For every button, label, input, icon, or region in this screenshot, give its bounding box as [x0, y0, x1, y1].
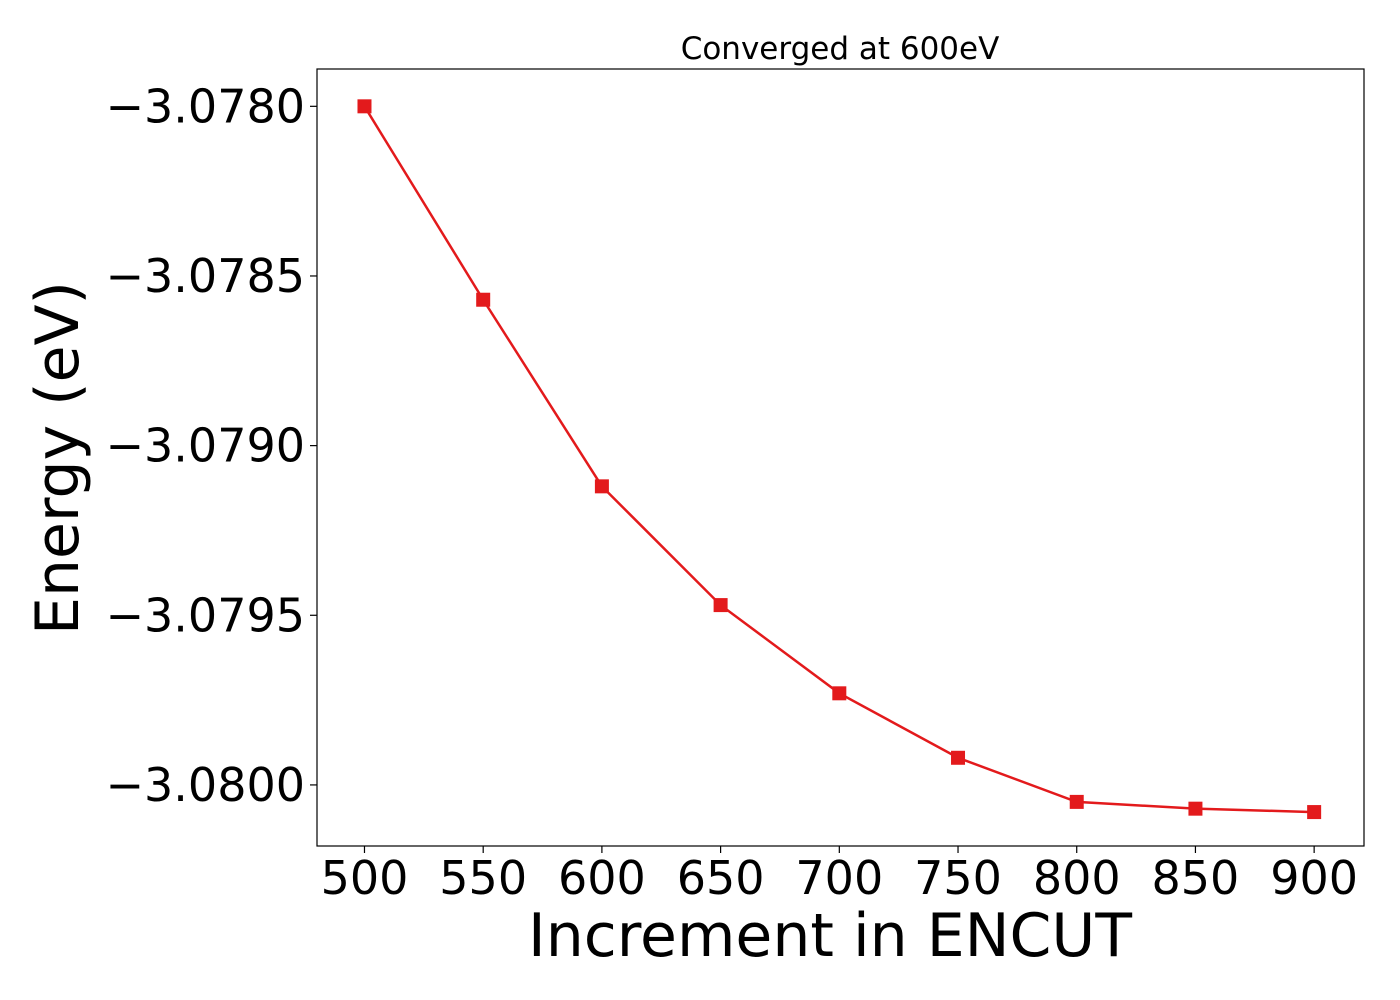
x-axis-label: Increment in ENCUT — [528, 901, 1132, 971]
x-tick-label: 550 — [439, 851, 527, 905]
x-tick-label: 500 — [321, 851, 409, 905]
data-point-marker — [713, 598, 728, 613]
data-point-marker — [1307, 805, 1322, 820]
data-point-marker — [951, 750, 966, 765]
x-tick-label: 850 — [1152, 851, 1240, 905]
data-point-marker — [1188, 801, 1203, 816]
data-point-marker — [357, 99, 372, 114]
data-point-marker — [476, 292, 491, 307]
y-tick-label: −3.0795 — [106, 588, 306, 642]
x-tick-label: 650 — [677, 851, 765, 905]
series-group — [357, 99, 1322, 820]
y-tick-label: −3.0785 — [106, 249, 306, 303]
x-tick-label: 900 — [1270, 851, 1358, 905]
y-axis-label: Energy (eV) — [23, 281, 93, 635]
chart-title: Converged at 600eV — [681, 31, 1000, 67]
y-axis-ticks: −3.0780 −3.0785 −3.0790 −3.0795 −3.0800 — [106, 79, 317, 812]
data-point-marker — [1069, 794, 1084, 809]
x-tick-label: 800 — [1033, 851, 1121, 905]
data-point-marker — [832, 686, 847, 701]
x-tick-label: 700 — [795, 851, 883, 905]
plot-frame — [316, 68, 1365, 847]
y-tick-label: −3.0800 — [106, 758, 306, 812]
x-tick-label: 600 — [558, 851, 646, 905]
y-tick-label: −3.0790 — [106, 419, 306, 473]
y-tick-label: −3.0780 — [106, 79, 306, 133]
x-axis-ticks: 500 550 600 650 700 750 800 850 900 — [321, 846, 1358, 905]
plot-background — [317, 69, 1364, 846]
data-point-marker — [594, 479, 609, 494]
x-tick-label: 750 — [914, 851, 1002, 905]
